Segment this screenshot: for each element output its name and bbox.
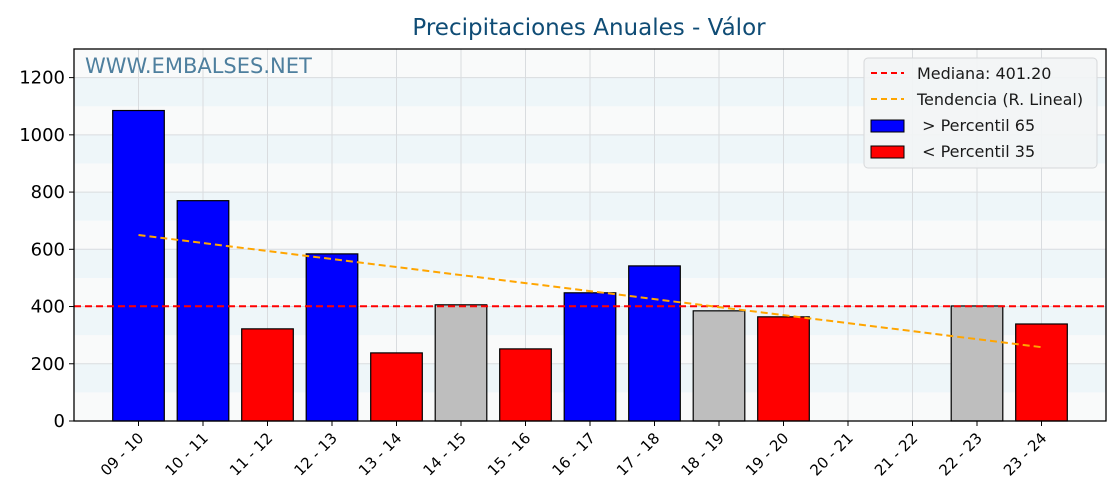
x-tick-label: 14 - 15 (420, 429, 470, 479)
x-tick-label: 09 - 10 (97, 429, 147, 479)
x-tick-label: 12 - 13 (291, 429, 341, 479)
bar-13-14 (370, 352, 423, 422)
x-tick-label: 13 - 14 (355, 429, 405, 479)
bar-10-11 (176, 200, 230, 422)
x-tick-label: 17 - 18 (613, 429, 663, 479)
bar-19-20 (757, 316, 810, 422)
reference-lines (74, 234, 1106, 349)
x-tick-label: 10 - 11 (162, 429, 212, 479)
legend-label: Tendencia (R. Lineal) (916, 90, 1083, 109)
legend-patch-swatch (870, 145, 905, 159)
bar-14-15 (434, 304, 488, 422)
x-tick-label: 20 - 21 (807, 429, 857, 479)
legend-box (863, 57, 1098, 169)
bar-22-23 (950, 305, 1004, 422)
y-tick-label: 200 (31, 354, 65, 375)
y-tick-label: 400 (31, 297, 65, 318)
legend-label: > Percentil 65 (917, 116, 1035, 135)
chart-title: Precipitaciones Anuales - Válor (412, 15, 766, 41)
legend-label: < Percentil 35 (917, 142, 1035, 161)
bar-18-19 (692, 310, 746, 422)
x-tick-label: 19 - 20 (742, 429, 792, 479)
x-tick-label: 22 - 23 (936, 429, 986, 479)
y-tick-label: 800 (31, 182, 65, 203)
x-tick-label: 16 - 17 (549, 429, 599, 479)
x-tick-label: 11 - 12 (226, 429, 276, 479)
legend-patch-swatch (870, 119, 905, 133)
y-tick-label: 0 (54, 411, 65, 432)
watermark-text: WWW.EMBALSES.NET (85, 54, 312, 78)
legend: Mediana: 401.20 Tendencia (R. Lineal) > P… (863, 57, 1098, 169)
bar-11-12 (241, 328, 294, 422)
bar-16-17 (563, 292, 617, 422)
bar-17-18 (628, 265, 681, 422)
trend-line (138, 234, 1042, 349)
y-tick-label: 1000 (19, 125, 65, 146)
x-tick-label: 23 - 24 (1000, 429, 1050, 479)
bar-12-13 (305, 253, 359, 422)
y-tick-label: 600 (31, 239, 65, 260)
x-tick-label: 18 - 19 (678, 429, 728, 479)
bar-23-24 (1015, 323, 1068, 422)
bars (112, 109, 1068, 422)
y-tick-label: 1200 (19, 68, 65, 89)
bar-15-16 (499, 348, 552, 422)
x-tick-label: 21 - 22 (871, 429, 921, 479)
x-tick-label: 15 - 16 (484, 429, 534, 479)
bar-09-10 (112, 109, 165, 422)
legend-label: Mediana: 401.20 (917, 64, 1051, 83)
